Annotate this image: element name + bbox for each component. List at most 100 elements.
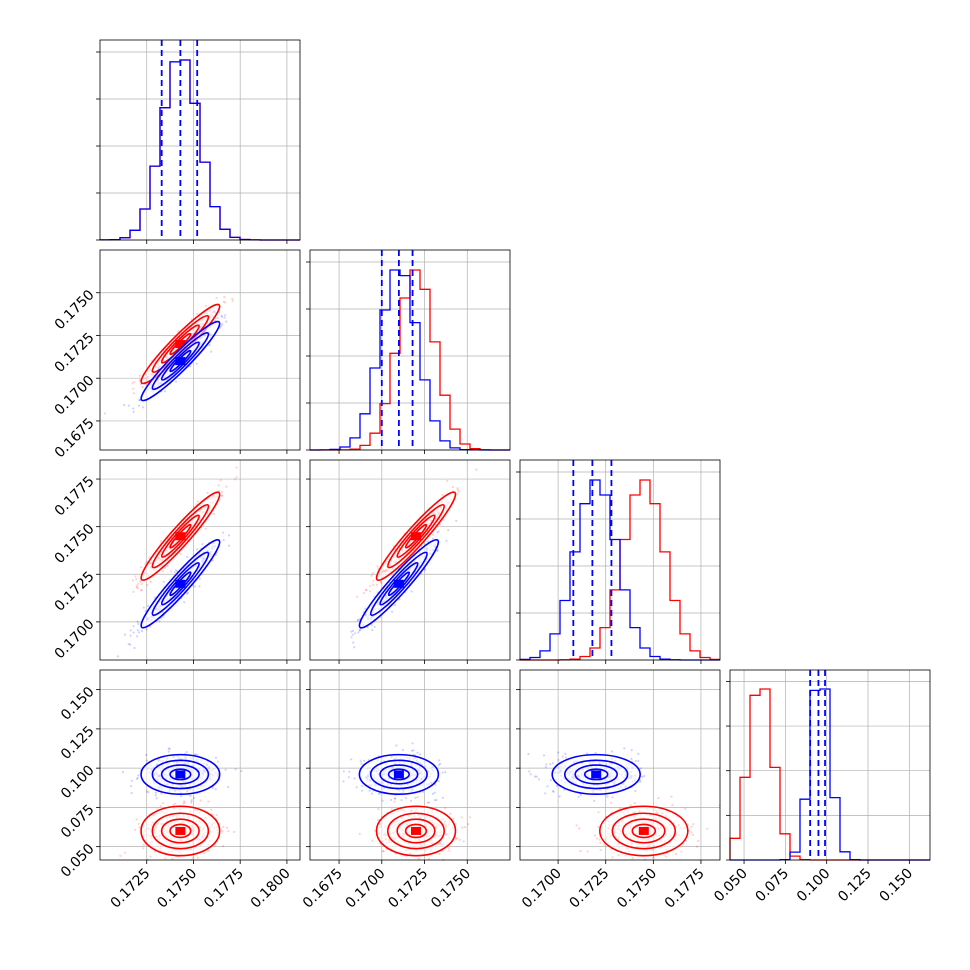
scatter-point — [416, 751, 419, 754]
scatter-point — [352, 641, 355, 644]
scatter-point — [393, 800, 396, 803]
scatter-point — [455, 519, 458, 522]
scatter-point — [131, 382, 134, 385]
scatter-point — [119, 854, 122, 857]
scatter-point — [182, 802, 185, 805]
scatter-point — [222, 844, 225, 848]
scatter-point — [664, 855, 667, 858]
scatter-point — [132, 410, 135, 413]
scatter-point — [364, 607, 367, 610]
scatter-point — [131, 579, 134, 582]
scatter-point — [575, 824, 578, 827]
scatter-point — [207, 800, 210, 803]
scatter-point — [138, 399, 141, 402]
scatter-point — [138, 374, 141, 377]
scatter-point — [182, 800, 186, 803]
scatter-point — [447, 529, 450, 532]
scatter-point — [593, 834, 597, 837]
scatter-point — [140, 588, 143, 592]
scatter-point — [456, 837, 459, 840]
scatter-point — [391, 610, 394, 613]
scatter-point — [342, 780, 345, 783]
scatter-point — [445, 539, 448, 542]
scatter-point — [103, 412, 106, 415]
scatter-point — [371, 839, 374, 842]
scatter-point — [597, 825, 600, 828]
scatter-point — [452, 817, 455, 820]
scatter-point — [177, 330, 180, 333]
data-layer — [99, 40, 930, 862]
scatter-point — [210, 808, 213, 811]
scatter-point — [173, 571, 176, 574]
scatter-point — [365, 588, 368, 592]
scatter-point — [629, 804, 632, 807]
scatter-point — [221, 494, 224, 497]
scatter-point — [435, 798, 438, 802]
scatter-point — [354, 632, 357, 635]
scatter-point — [171, 857, 174, 860]
scatter-point — [348, 770, 351, 773]
scatter-point — [193, 585, 197, 588]
scatter-point — [196, 856, 199, 859]
scatter-point — [134, 575, 137, 578]
scatter-point — [623, 747, 626, 750]
scatter-point — [130, 792, 133, 795]
scatter-point — [436, 531, 439, 534]
scatter-point — [180, 795, 183, 798]
scatter-point — [376, 565, 379, 568]
scatter-point — [218, 490, 221, 493]
scatter-point — [456, 487, 459, 490]
scatter-point — [136, 629, 139, 632]
scatter-point — [149, 580, 152, 584]
scatter-point — [198, 585, 201, 588]
scatter-point — [618, 807, 622, 810]
scatter-point — [557, 751, 560, 754]
scatter-point — [211, 787, 214, 790]
scatter-point — [449, 812, 452, 816]
scatter-point — [154, 791, 157, 795]
scatter-point — [220, 314, 223, 317]
scatter-point — [390, 808, 393, 811]
scatter-point — [437, 780, 440, 783]
scatter-point — [375, 583, 378, 586]
scatter-3-0-s0 — [119, 798, 236, 862]
scatter-point — [132, 631, 135, 634]
scatter-point — [410, 590, 413, 593]
scatter-point — [127, 404, 130, 407]
scatter-point — [208, 344, 211, 347]
scatter-point — [549, 763, 552, 766]
scatter-point — [233, 830, 236, 834]
scatter-point — [158, 620, 161, 623]
scatter-point — [225, 320, 228, 323]
scatter-point — [196, 312, 199, 315]
scatter-point — [149, 855, 152, 858]
scatter-point — [121, 771, 124, 774]
scatter-point — [206, 491, 209, 494]
scatter-point — [192, 796, 196, 800]
scatter-point — [219, 479, 222, 482]
scatter-point — [224, 314, 227, 317]
scatter-point — [129, 785, 132, 788]
scatter-point — [611, 750, 614, 753]
scatter-point — [168, 747, 171, 751]
scatter-point — [356, 595, 359, 598]
scatter-point — [371, 628, 374, 632]
scatter-point — [579, 850, 582, 853]
scatter-point — [593, 799, 596, 802]
scatter-point — [355, 786, 358, 789]
scatter-point — [364, 589, 367, 592]
scatter-point — [458, 838, 461, 842]
scatter-point — [129, 634, 132, 637]
scatter-point — [136, 620, 139, 623]
scatter-point — [419, 753, 422, 756]
scatter-point — [529, 773, 532, 776]
scatter-point — [137, 822, 140, 825]
scatter-point — [133, 381, 136, 384]
scatter-point — [159, 540, 163, 543]
scatter-point — [657, 797, 660, 800]
density-peak — [175, 357, 186, 366]
scatter-point — [136, 776, 139, 780]
scatter-point — [468, 816, 471, 819]
scatter-point — [139, 580, 142, 583]
scatter-point — [167, 750, 170, 753]
